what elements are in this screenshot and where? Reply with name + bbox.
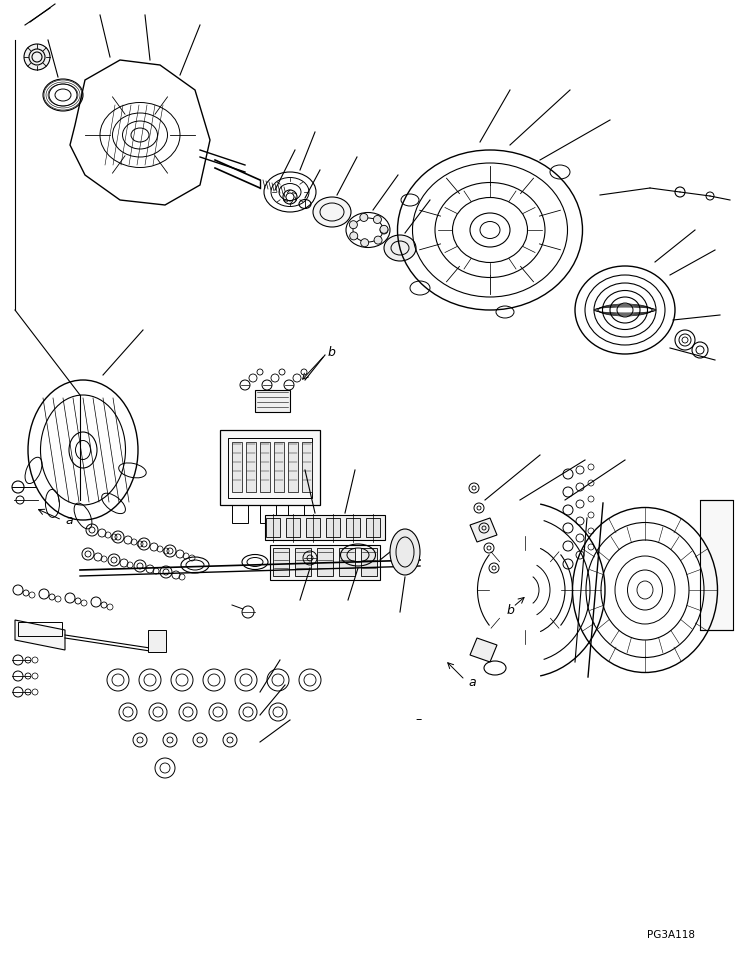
Bar	[260, 505, 276, 523]
Bar	[228, 438, 312, 498]
Text: b: b	[507, 603, 515, 617]
Circle shape	[373, 215, 382, 224]
Bar	[18, 622, 62, 636]
Bar	[148, 630, 166, 652]
Bar	[346, 518, 360, 537]
Bar	[286, 518, 300, 537]
Bar	[273, 548, 289, 576]
Text: PG3A118: PG3A118	[647, 930, 695, 940]
Bar	[274, 442, 284, 492]
Bar	[295, 548, 311, 576]
Polygon shape	[15, 620, 65, 650]
Circle shape	[374, 236, 382, 244]
Ellipse shape	[384, 235, 416, 261]
Ellipse shape	[390, 529, 420, 575]
Bar	[220, 430, 320, 505]
Text: a: a	[65, 513, 72, 527]
Bar	[361, 548, 377, 576]
Circle shape	[380, 226, 388, 233]
Circle shape	[360, 213, 368, 222]
Bar	[246, 442, 256, 492]
Bar	[270, 545, 380, 580]
Bar	[266, 518, 280, 537]
Bar	[288, 442, 298, 492]
Circle shape	[24, 44, 50, 70]
Bar	[366, 518, 380, 537]
Circle shape	[380, 226, 388, 234]
Bar	[232, 442, 242, 492]
Polygon shape	[470, 638, 497, 662]
Bar	[265, 515, 385, 540]
Circle shape	[349, 221, 357, 228]
Bar	[302, 442, 312, 492]
Text: –: –	[415, 713, 421, 727]
Bar	[232, 505, 248, 523]
Bar	[306, 518, 320, 537]
Text: b: b	[328, 346, 336, 359]
Bar	[255, 390, 290, 412]
Bar	[339, 548, 355, 576]
Text: a: a	[468, 676, 475, 688]
Bar	[317, 548, 333, 576]
Bar	[288, 505, 304, 523]
Polygon shape	[70, 60, 210, 205]
Ellipse shape	[313, 197, 351, 227]
Bar	[260, 442, 270, 492]
Circle shape	[283, 190, 297, 204]
Circle shape	[350, 232, 358, 240]
Circle shape	[361, 239, 369, 247]
Bar	[700, 500, 733, 630]
Polygon shape	[470, 518, 497, 542]
Bar	[326, 518, 340, 537]
